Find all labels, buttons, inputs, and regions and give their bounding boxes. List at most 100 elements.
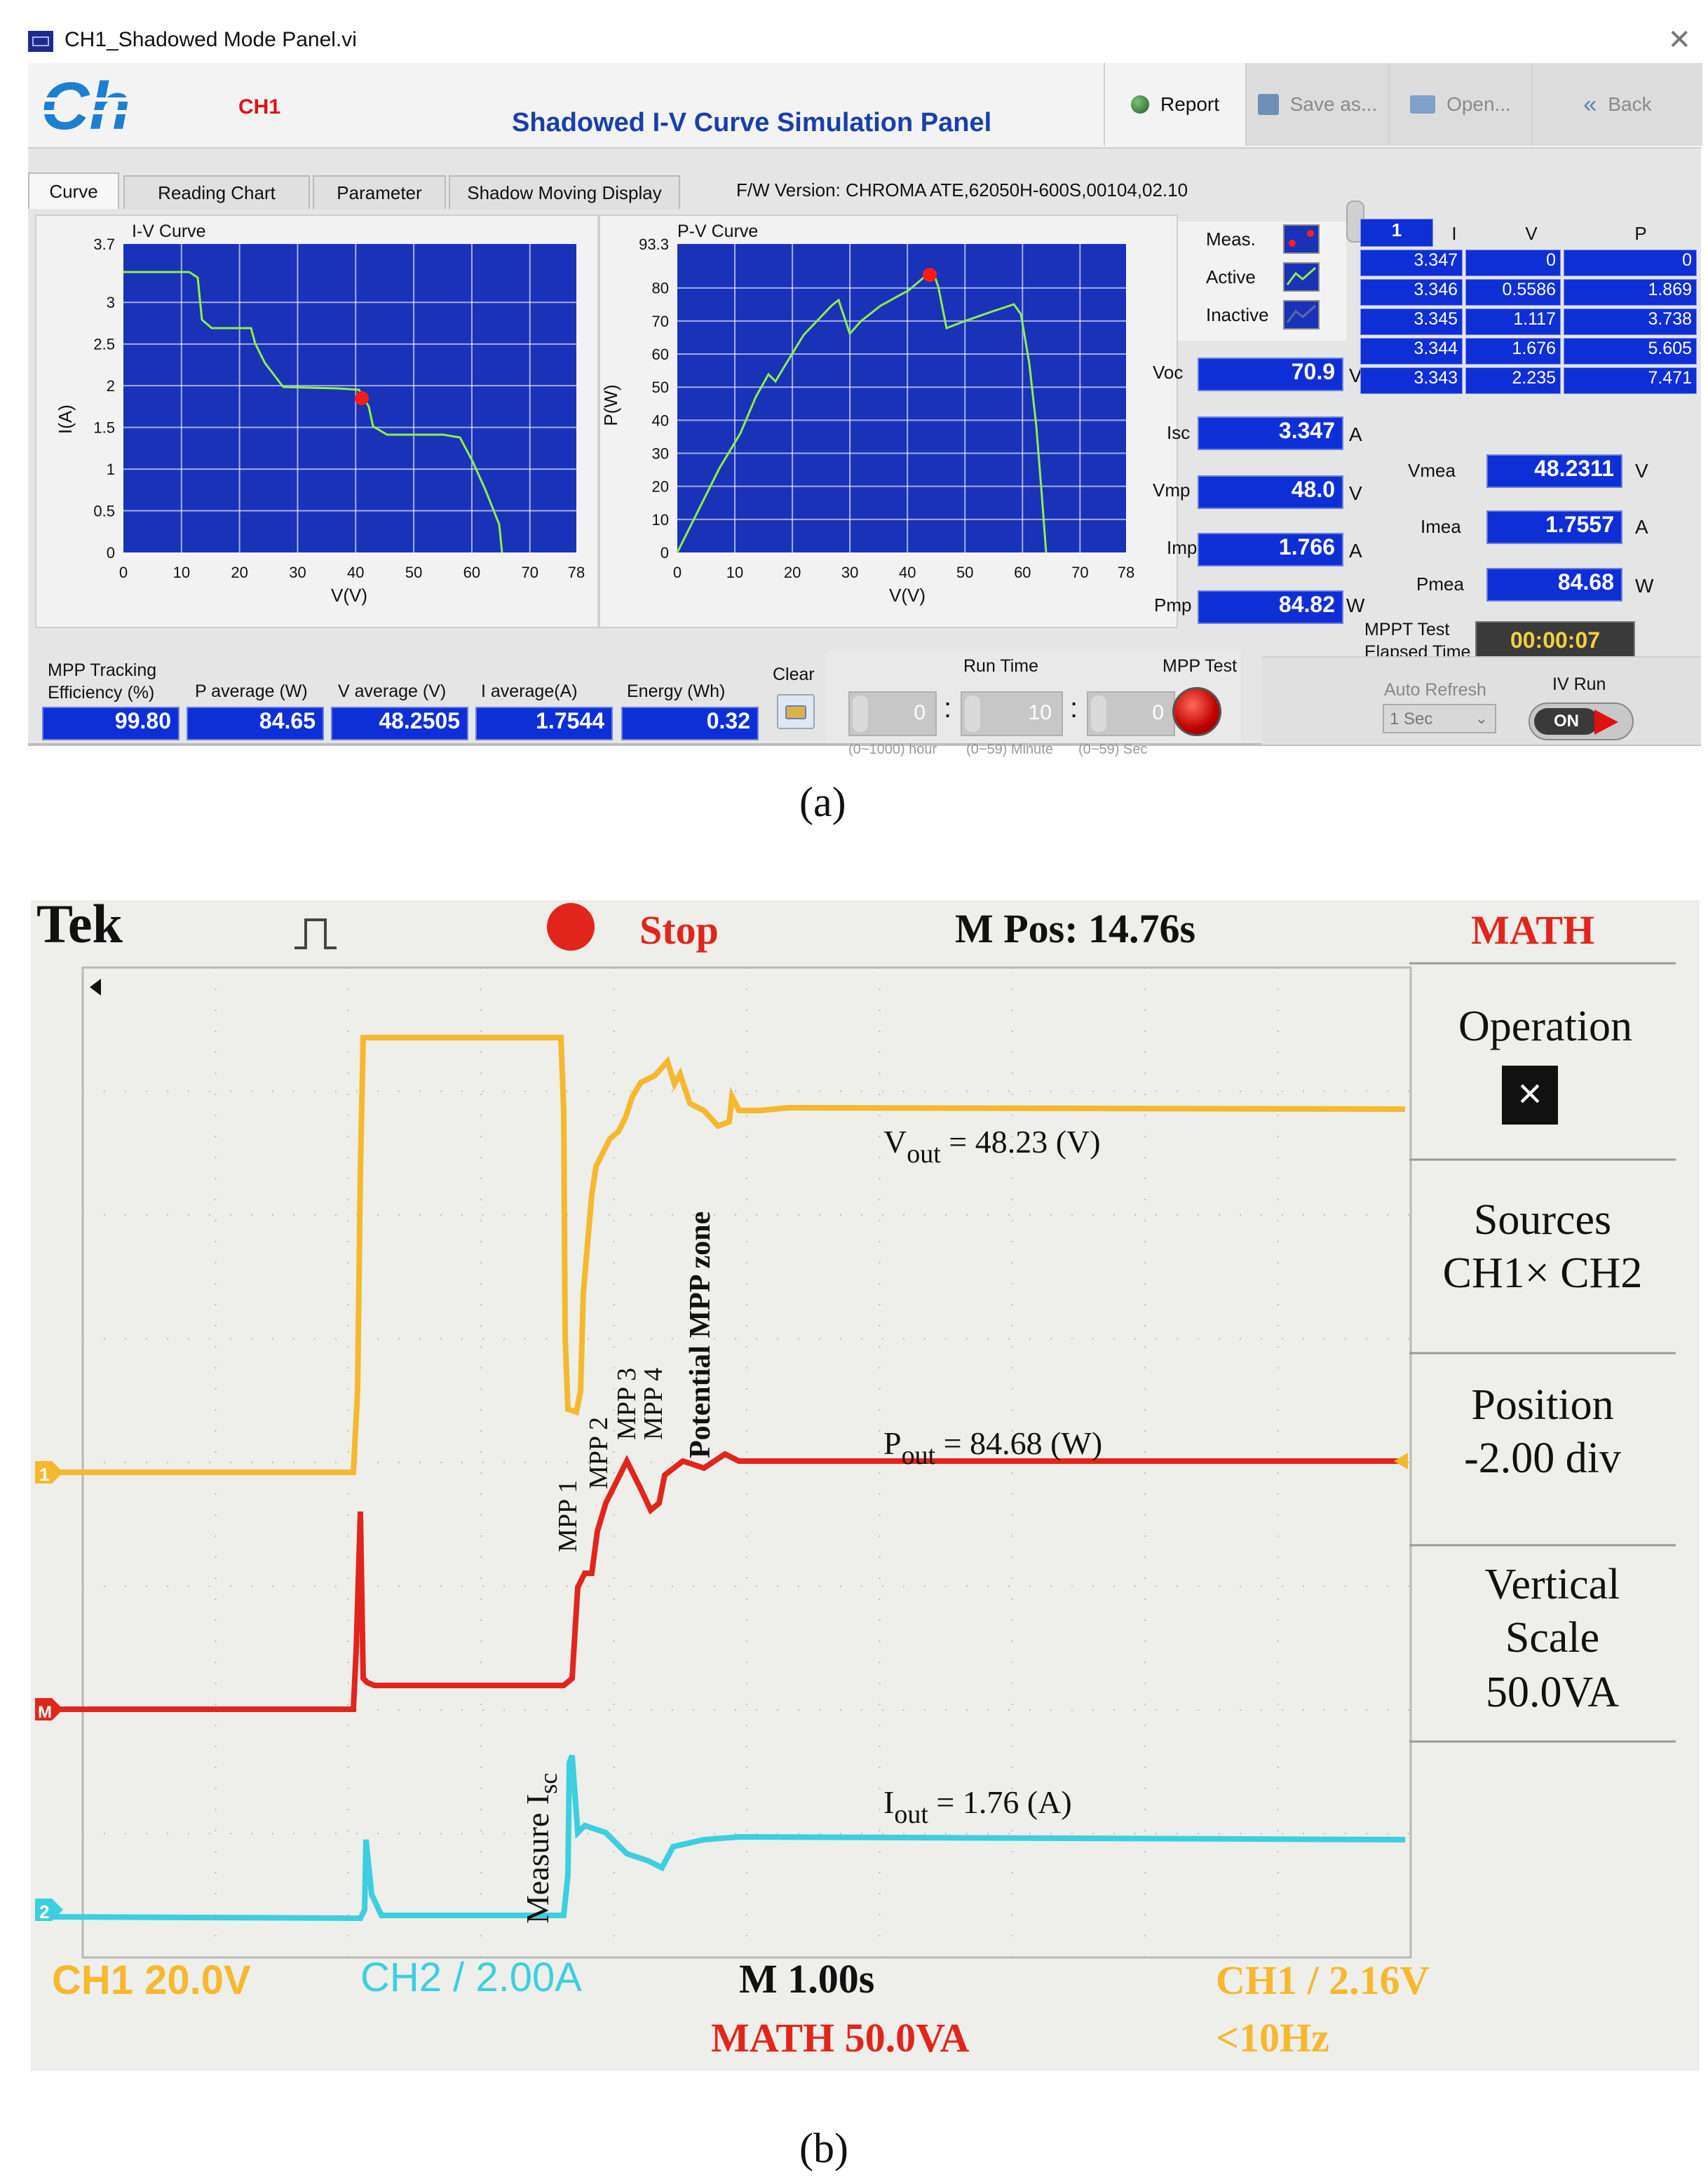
summary-label-i-average: I average(A) bbox=[481, 681, 578, 701]
close-icon[interactable]: ✕ bbox=[1667, 25, 1691, 55]
math-power-trace bbox=[52, 1451, 1405, 1712]
iv-y-tick: 3 bbox=[107, 294, 115, 311]
back-label: Back bbox=[1608, 93, 1652, 115]
iv-x-tick: 70 bbox=[522, 564, 538, 581]
vout-annotation: Vout = 48.23 (V) bbox=[883, 1124, 1101, 1169]
pv-chart: P-V Curve 93.3 80 70 60 50 40 30 20 10 0 0 10 20 30 4… bbox=[600, 222, 1134, 606]
iv-x-ticks: 0 10 20 30 40 50 60 70 78 bbox=[119, 564, 585, 581]
elapsed-time-value: 00:00:07 bbox=[1475, 621, 1635, 659]
svg-text:1: 1 bbox=[39, 1464, 49, 1485]
summary-value-efficiency: 99.80 bbox=[42, 707, 179, 740]
iv-x-tick: 20 bbox=[231, 564, 248, 581]
pv-x-ticks: 0 10 20 30 40 50 60 70 78 bbox=[673, 564, 1134, 581]
oscilloscope-screen bbox=[31, 900, 1700, 2071]
mpp3-annotation: MPP 3 bbox=[612, 1368, 642, 1440]
window-titlebar: CH1_Shadowed Mode Panel.vi ✕ bbox=[28, 21, 1701, 60]
iv-x-tick: 0 bbox=[119, 564, 128, 581]
table-cell: 3.345 bbox=[1360, 308, 1463, 335]
measure-isc-annotation: Measure Isc bbox=[520, 1773, 562, 1924]
iv-y-ticks: 3.7 3 2.5 2 1.5 1 0.5 0 bbox=[93, 236, 115, 562]
pv-y-ticks: 93.3 80 70 60 50 40 30 20 10 0 bbox=[639, 236, 669, 562]
green-led-icon bbox=[1130, 95, 1149, 114]
pv-y-tick: 0 bbox=[660, 544, 669, 562]
m-pos: M Pos: 14.76s bbox=[955, 906, 1195, 951]
auto-refresh-select[interactable]: 1 Sec ⌄ bbox=[1383, 704, 1496, 733]
mpp-test-button[interactable] bbox=[1172, 687, 1221, 736]
plot-legend: Meas. Active Inactive bbox=[1178, 222, 1346, 341]
run-second-hint: (0~59) Sec bbox=[1078, 742, 1148, 757]
table-cell: 0.5586 bbox=[1465, 279, 1561, 306]
save-as-label: Save as... bbox=[1289, 93, 1378, 115]
meas-label-pmea: Pmea bbox=[1416, 573, 1464, 595]
menu-sources: Sources bbox=[1474, 1196, 1611, 1244]
pv-chart-title: P-V Curve bbox=[677, 222, 758, 241]
run-hour-hint: (0~1000) hour bbox=[848, 742, 937, 757]
param-value-imp: 1.766 bbox=[1198, 533, 1343, 566]
pv-plot-bg bbox=[677, 244, 1126, 552]
table-cell: 1.869 bbox=[1564, 279, 1697, 306]
pv-x-tick: 20 bbox=[784, 564, 801, 581]
pv-x-tick: 40 bbox=[899, 564, 916, 581]
acquisition-state: Stop bbox=[639, 907, 719, 953]
meas-unit-pmea: W bbox=[1635, 575, 1654, 597]
run-minute-spinner[interactable]: 10 bbox=[961, 691, 1063, 736]
mpp4-annotation: MPP 4 bbox=[639, 1368, 668, 1440]
ch2-scale: CH2 / 2.00A bbox=[360, 1955, 582, 2000]
tab-reading-chart[interactable]: Reading Chart bbox=[123, 175, 310, 209]
legend-inactive: Inactive bbox=[1178, 297, 1346, 332]
svg-text:Ch: Ch bbox=[41, 70, 130, 140]
tab-parameter[interactable]: Parameter bbox=[313, 175, 446, 209]
table-cell: 5.605 bbox=[1564, 338, 1697, 365]
ch1-marker bbox=[35, 1461, 63, 1484]
meas-swatch-icon bbox=[1283, 224, 1320, 254]
open-label: Open... bbox=[1446, 93, 1511, 115]
channel-label: CH1 bbox=[238, 95, 281, 118]
active-swatch-icon bbox=[1283, 262, 1320, 292]
pv-x-tick: 0 bbox=[673, 564, 682, 581]
back-button[interactable]: « Back bbox=[1531, 63, 1702, 146]
iv-x-tick: 60 bbox=[463, 564, 480, 581]
summary-label-energy: Energy (Wh) bbox=[627, 681, 726, 701]
iv-data-table: 1 I V P 3.347 0 0 3.346 0.5586 1.869 3.345 1.11… bbox=[1360, 219, 1701, 422]
table-cell: 7.471 bbox=[1564, 367, 1697, 394]
menu-scale: Scale bbox=[1505, 1614, 1599, 1662]
save-as-button[interactable]: Save as... bbox=[1245, 63, 1388, 146]
report-button[interactable]: Report bbox=[1104, 63, 1245, 146]
pv-curve-line bbox=[676, 269, 1048, 553]
iv-y-tick: 2 bbox=[107, 377, 115, 395]
table-index[interactable]: 1 bbox=[1360, 219, 1433, 247]
iv-run-toggle[interactable]: ON bbox=[1529, 702, 1634, 740]
window-title: CH1_Shadowed Mode Panel.vi bbox=[65, 28, 357, 51]
iv-x-tick: 30 bbox=[289, 564, 306, 581]
meas-unit-vmea: V bbox=[1635, 460, 1648, 482]
stop-indicator-icon bbox=[547, 903, 595, 951]
pv-y-tick: 20 bbox=[652, 478, 669, 496]
pv-x-tick: 50 bbox=[956, 564, 973, 581]
param-value-voc: 70.9 bbox=[1198, 358, 1343, 391]
scope-display: Tek Stop M Pos: 14.76s MATH 1 M 2 Vout =… bbox=[35, 900, 1676, 2061]
param-unit-isc: A bbox=[1349, 423, 1362, 445]
iv-y-tick: 0 bbox=[107, 544, 115, 562]
param-unit-imp: A bbox=[1349, 540, 1362, 562]
summary-label-v-average: V average (V) bbox=[338, 681, 447, 701]
clear-button[interactable] bbox=[777, 694, 815, 729]
chevron-down-icon: ⌄ bbox=[1475, 710, 1488, 727]
mpp-test-label: MPP Test bbox=[1163, 656, 1238, 676]
folder-icon bbox=[1410, 95, 1436, 114]
run-hour-spinner[interactable]: 0 bbox=[848, 691, 937, 736]
table-cell: 3.346 bbox=[1360, 279, 1463, 306]
legend-active: Active bbox=[1178, 259, 1346, 294]
pv-x-tick: 10 bbox=[726, 564, 743, 581]
table-cell: 2.235 bbox=[1465, 367, 1561, 394]
tab-shadow-moving-display[interactable]: Shadow Moving Display bbox=[449, 175, 680, 209]
table-header-i: I bbox=[1451, 223, 1457, 244]
iv-run-label: IV Run bbox=[1552, 674, 1606, 694]
meas-value-pmea: 84.68 bbox=[1486, 568, 1622, 602]
mppt-test-label: MPPT Test bbox=[1364, 620, 1450, 639]
open-button[interactable]: Open... bbox=[1388, 63, 1531, 146]
iv-curve-line bbox=[123, 271, 503, 553]
pv-x-tick: 30 bbox=[841, 564, 858, 581]
tab-curve[interactable]: Curve bbox=[28, 172, 119, 209]
iv-grid bbox=[123, 244, 576, 552]
run-second-spinner[interactable]: 0 bbox=[1087, 691, 1175, 736]
